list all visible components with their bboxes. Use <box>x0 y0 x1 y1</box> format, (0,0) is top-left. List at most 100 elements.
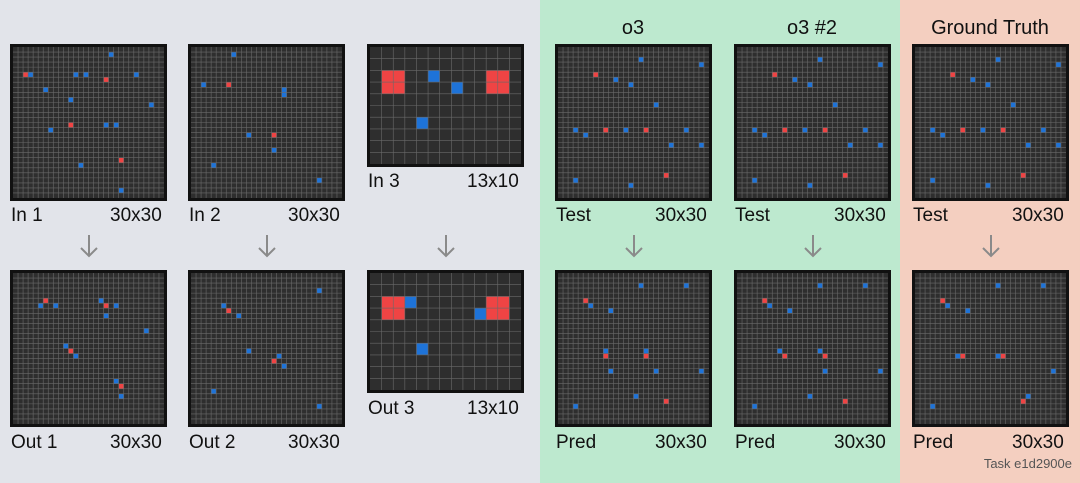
grid-pred-ground-truth <box>912 270 1069 427</box>
size-out-1: 30x30 <box>110 432 162 453</box>
blue-cell <box>316 177 322 183</box>
red-cell <box>103 303 109 309</box>
arc-grid-svg <box>367 44 524 167</box>
blue-cell <box>980 127 986 133</box>
arc-grid-svg <box>912 270 1069 427</box>
blue-cell <box>623 127 629 133</box>
blue-cell <box>281 92 287 98</box>
red-cell <box>643 127 649 133</box>
blue-cell <box>698 62 704 68</box>
red-cell <box>497 308 510 320</box>
blue-cell <box>73 72 79 78</box>
grid-test-o3-2 <box>734 44 891 201</box>
blue-cell <box>83 72 89 78</box>
size-out-2: 30x30 <box>288 432 340 453</box>
red-cell <box>393 308 405 320</box>
size-in-1: 30x30 <box>110 205 162 226</box>
arc-grid-svg <box>912 44 1069 201</box>
blue-cell <box>133 72 139 78</box>
blue-cell <box>118 393 124 399</box>
red-cell <box>1020 172 1026 178</box>
red-cell <box>381 296 394 309</box>
blue-cell <box>985 182 991 188</box>
caption-out-1: Out 1 <box>11 432 58 453</box>
blue-cell <box>668 142 674 148</box>
blue-cell <box>1055 142 1061 148</box>
red-cell <box>486 296 498 309</box>
grid-out-1 <box>10 270 167 427</box>
red-cell <box>663 172 669 178</box>
blue-cell <box>78 162 84 168</box>
red-cell <box>393 82 405 94</box>
blue-cell <box>792 77 798 83</box>
header-o3-2: o3 #2 <box>786 17 838 39</box>
blue-cell <box>281 363 287 369</box>
blue-cell <box>1010 102 1016 108</box>
blue-cell <box>762 132 768 138</box>
blue-cell <box>807 182 813 188</box>
red-cell <box>497 70 510 83</box>
blue-cell <box>653 102 659 108</box>
caption-pred-o3-2: Pred <box>735 432 776 453</box>
blue-cell <box>698 142 704 148</box>
blue-cell <box>201 82 207 88</box>
blue-cell <box>98 298 104 304</box>
caption-out-3: Out 3 <box>368 398 415 419</box>
blue-cell <box>48 127 54 133</box>
blue-cell <box>877 62 883 68</box>
blue-cell <box>965 308 971 314</box>
red-cell <box>1000 127 1006 133</box>
blue-cell <box>53 303 59 309</box>
blue-cell <box>236 313 242 319</box>
blue-cell <box>638 283 644 289</box>
red-cell <box>1020 398 1026 404</box>
blue-cell <box>103 313 109 319</box>
caption-out-2: Out 2 <box>189 432 236 453</box>
red-cell <box>1000 353 1006 359</box>
blue-cell <box>877 368 883 374</box>
blue-cell <box>1040 283 1046 289</box>
blue-cell <box>777 348 783 354</box>
blue-cell <box>930 127 936 133</box>
red-cell <box>226 82 232 88</box>
caption-test-o3: Test <box>556 205 591 226</box>
blue-cell <box>608 308 614 314</box>
blue-cell <box>822 368 828 374</box>
red-cell <box>393 296 405 309</box>
blue-cell <box>653 368 659 374</box>
blue-cell <box>73 353 79 359</box>
red-cell <box>960 127 966 133</box>
blue-cell <box>802 127 808 133</box>
blue-cell <box>752 403 758 409</box>
down-arrow-icon <box>982 235 1000 258</box>
caption-test-ground-truth: Test <box>913 205 948 226</box>
blue-cell <box>643 348 649 354</box>
blue-cell <box>143 328 149 334</box>
blue-cell <box>638 57 644 63</box>
grid-in-1 <box>10 44 167 201</box>
blue-cell <box>68 97 74 103</box>
arc-grid-svg <box>10 270 167 427</box>
red-cell <box>381 82 394 94</box>
blue-cell <box>573 127 579 133</box>
blue-cell <box>945 303 951 309</box>
blue-cell <box>211 388 217 394</box>
blue-cell <box>683 127 689 133</box>
blue-cell <box>451 82 463 94</box>
red-cell <box>271 358 277 364</box>
blue-cell <box>276 353 282 359</box>
blue-cell <box>862 283 868 289</box>
blue-cell <box>28 72 34 78</box>
blue-cell <box>752 127 758 133</box>
red-cell <box>822 127 828 133</box>
blue-cell <box>807 393 813 399</box>
red-cell <box>381 308 394 320</box>
size-test-ground-truth: 30x30 <box>1012 205 1064 226</box>
grid-in-3 <box>367 44 524 167</box>
grid-out-3 <box>367 270 524 393</box>
blue-cell <box>628 82 634 88</box>
red-cell <box>486 308 498 320</box>
blue-cell <box>474 308 487 320</box>
red-cell <box>950 72 956 78</box>
grid-pred-o3 <box>555 270 712 427</box>
